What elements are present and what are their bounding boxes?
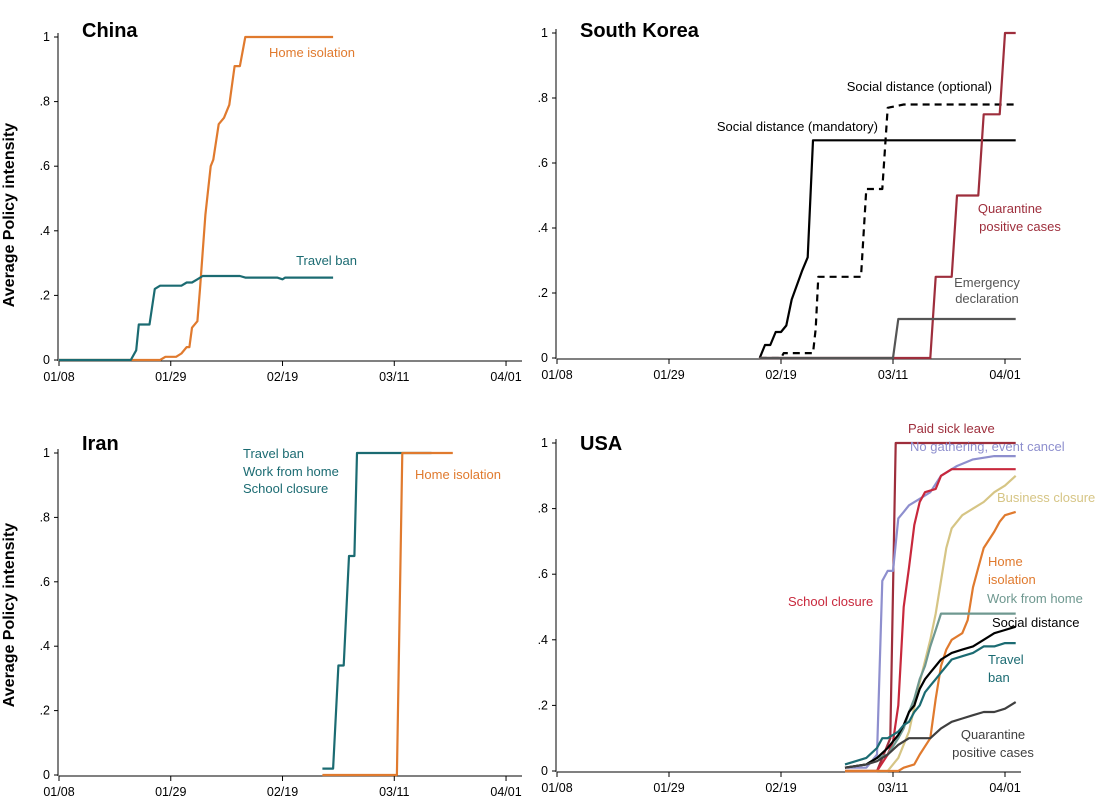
y-axis-label-bottom: Average Policy intensity bbox=[1, 523, 18, 707]
x-tick-label: 01/29 bbox=[653, 368, 684, 382]
series-line-travel-ban bbox=[844, 642, 1016, 766]
x-tick-label: 04/01 bbox=[490, 370, 521, 384]
x-tick-label: 01/08 bbox=[541, 368, 572, 382]
annotation-label: positive cases bbox=[952, 745, 1034, 760]
series-line-no-gathering-event-cancel bbox=[845, 455, 1016, 769]
series-line-home-isolation bbox=[845, 510, 1017, 773]
series-line-social-distance-mandatory bbox=[758, 139, 1016, 359]
x-tick-label: 01/08 bbox=[43, 785, 74, 799]
y-tick-label: .2 bbox=[40, 288, 50, 302]
annotation-label: Social distance (optional) bbox=[847, 79, 992, 94]
x-tick-label: 02/19 bbox=[765, 368, 796, 382]
y-tick-label: 1 bbox=[43, 446, 50, 460]
annotation-label: Paid sick leave bbox=[908, 421, 995, 436]
x-tick-label: 03/11 bbox=[878, 368, 908, 382]
y-tick-label: .4 bbox=[40, 639, 50, 653]
x-tick-label: 01/29 bbox=[653, 781, 684, 795]
x-tick-label: 03/11 bbox=[878, 781, 908, 795]
series-line-home-isolation bbox=[59, 35, 334, 362]
annotation-label: Work from home bbox=[243, 464, 339, 479]
series-line-travel-ban bbox=[59, 274, 334, 362]
series-line-home-isolation bbox=[322, 451, 453, 777]
annotation-label: Home bbox=[988, 554, 1023, 569]
annotation-label: Quarantine bbox=[978, 201, 1042, 216]
annotation-label: Social distance (mandatory) bbox=[717, 119, 878, 134]
y-tick-label: .2 bbox=[538, 286, 548, 300]
annotation-label: isolation bbox=[988, 572, 1036, 587]
annotation-label: School closure bbox=[788, 594, 873, 609]
annotation-label: positive cases bbox=[979, 219, 1061, 234]
annotation-label: Business closure bbox=[997, 490, 1095, 505]
y-tick-label: .6 bbox=[40, 159, 50, 173]
x-tick-label: 02/19 bbox=[267, 785, 298, 799]
annotation-label: Work from home bbox=[987, 591, 1083, 606]
annotation-label: School closure bbox=[243, 481, 328, 496]
series-line-quarantine-positive-cases bbox=[759, 31, 1016, 360]
x-tick-label: 04/01 bbox=[490, 785, 521, 799]
x-tick-label: 01/29 bbox=[155, 370, 186, 384]
panel-title-iran: Iran bbox=[82, 433, 119, 455]
x-tick-label: 03/11 bbox=[379, 370, 409, 384]
series-line-travel-ban-work-from-home-school-closure bbox=[322, 451, 432, 770]
annotation-label: Home isolation bbox=[269, 45, 355, 60]
y-tick-label: 0 bbox=[541, 351, 548, 365]
panel-china: China 0 .2 .4 .6 .8 1 01/08 01/29 02/19 03/11 04/01… bbox=[40, 20, 522, 384]
y-tick-label: .2 bbox=[40, 704, 50, 718]
x-tick-label: 03/11 bbox=[379, 785, 409, 799]
annotation-label: No gathering, event cancel bbox=[910, 439, 1065, 454]
y-tick-label: .2 bbox=[538, 698, 548, 712]
x-tick-label: 04/01 bbox=[989, 368, 1020, 382]
annotation-label: Travel ban bbox=[296, 253, 357, 268]
panel-title-usa: USA bbox=[580, 433, 622, 455]
annotation-label: ban bbox=[988, 670, 1010, 685]
x-tick-label: 02/19 bbox=[765, 781, 796, 795]
annotation-label: Travel bbox=[988, 652, 1024, 667]
y-tick-label: .8 bbox=[40, 510, 50, 524]
y-tick-label: .6 bbox=[538, 567, 548, 581]
series-line-social-distance-optional bbox=[759, 103, 1016, 360]
y-tick-label: .4 bbox=[40, 224, 50, 238]
series-line-business-closure bbox=[845, 474, 1017, 773]
y-tick-label: .8 bbox=[538, 91, 548, 105]
panel-title-south-korea: South Korea bbox=[580, 20, 700, 42]
annotation-label: Quarantine bbox=[961, 727, 1025, 742]
y-tick-label: .4 bbox=[538, 633, 548, 647]
y-tick-label: .8 bbox=[40, 95, 50, 109]
annotation-label: Travel ban bbox=[243, 446, 304, 461]
y-tick-label: .4 bbox=[538, 221, 548, 235]
series-line-social-distance bbox=[844, 625, 1017, 769]
y-tick-label: .6 bbox=[40, 575, 50, 589]
x-tick-label: 02/19 bbox=[267, 370, 298, 384]
x-tick-label: 01/29 bbox=[155, 785, 186, 799]
y-tick-label: 0 bbox=[43, 768, 50, 782]
y-tick-label: 0 bbox=[541, 764, 548, 778]
series-line-quarantine-positive-cases bbox=[844, 701, 1017, 769]
x-tick-label: 04/01 bbox=[989, 781, 1020, 795]
y-tick-label: 1 bbox=[43, 30, 50, 44]
series-line-school-closure bbox=[845, 468, 1016, 773]
x-tick-label: 01/08 bbox=[541, 781, 572, 795]
panel-usa: USA 0 .2 .4 .6 .8 1 01/08 01/29 02/19 03/11 04/01 Pa… bbox=[538, 421, 1096, 795]
annotation-label: Emergency bbox=[954, 275, 1020, 290]
annotation-label: Home isolation bbox=[415, 467, 501, 482]
y-tick-label: 0 bbox=[43, 353, 50, 367]
y-axis-label-top: Average Policy intensity bbox=[1, 123, 18, 307]
x-tick-label: 01/08 bbox=[43, 370, 74, 384]
panel-title-china: China bbox=[82, 20, 138, 42]
panel-south-korea: South Korea 0 .2 .4 .6 .8 1 01/08 01/29 02/19 03/1… bbox=[538, 20, 1062, 382]
annotation-label: declaration bbox=[955, 291, 1019, 306]
annotation-label: Social distance bbox=[992, 615, 1079, 630]
y-tick-label: 1 bbox=[541, 436, 548, 450]
y-tick-label: .8 bbox=[538, 502, 548, 516]
panel-iran: Iran 0 .2 .4 .6 .8 1 01/08 01/29 02/19 03/11 04/01 T… bbox=[40, 433, 522, 799]
y-tick-label: 1 bbox=[541, 26, 548, 40]
series-line-emergency-declaration bbox=[759, 317, 1016, 360]
y-tick-label: .6 bbox=[538, 156, 548, 170]
